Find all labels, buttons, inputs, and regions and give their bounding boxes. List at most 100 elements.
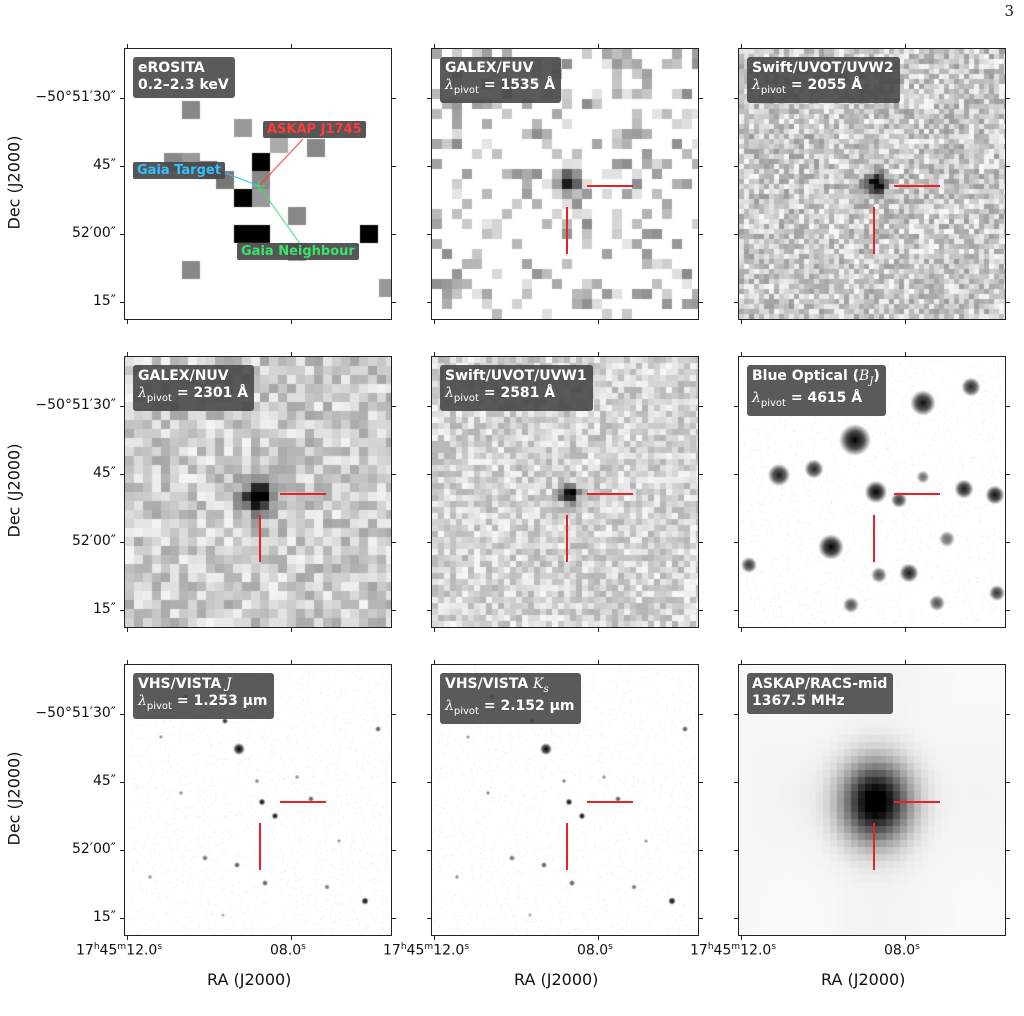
x-tick-mark [291, 660, 292, 664]
image-panel-erosita: eROSITA 0.2–2.3 keV ASKAP J1745 Gaia Target… [124, 48, 392, 320]
panel-label-line1: GALEX/NUV [138, 368, 248, 385]
image-panel-racs-mid: ASKAP/RACS-mid 1367.5 MHz [738, 664, 1006, 936]
label-text: Blue Optical ( [752, 368, 860, 384]
y-tick-mark [699, 610, 703, 611]
y-tick-mark [427, 542, 431, 543]
label-text: = 4615 Å [785, 389, 863, 406]
ra-minutes: 45 [99, 942, 118, 959]
image-panel-uvot-uvw1: Swift/UVOT/UVW1 λpivot = 2581 Å [431, 356, 699, 628]
y-tick-label: 45″ [92, 465, 116, 481]
y-tick-mark [1006, 166, 1010, 167]
x-tick-label: 08.0s [270, 942, 306, 959]
y-tick-mark [427, 782, 431, 783]
panel-overlay [566, 185, 633, 254]
y-tick-mark [427, 234, 431, 235]
panel-overlay [259, 801, 326, 870]
panel-label-line1: Blue Optical (BJ) [752, 368, 880, 390]
y-tick-mark [734, 850, 738, 851]
y-tick-mark [392, 98, 396, 99]
ra-unit: s [771, 942, 777, 952]
y-tick-mark [392, 850, 396, 851]
y-tick-mark [1006, 474, 1010, 475]
y-tick-mark [1006, 542, 1010, 543]
image-panel-galex-fuv: GALEX/FUV λpivot = 1535 Å [431, 48, 699, 320]
ra-hours: 17 [383, 942, 401, 959]
y-tick-mark [120, 406, 124, 407]
gaia-target-pointer-line [224, 172, 260, 187]
image-panel-uvot-uvw2: Swift/UVOT/UVW2 λpivot = 2055 Å [738, 48, 1006, 320]
y-tick-mark [734, 98, 738, 99]
image-panel-vista-ks: VHS/VISTA Ks λpivot = 2.152 μm [431, 664, 699, 936]
x-tick-mark [127, 936, 128, 940]
panel-label: Swift/UVOT/UVW1 λpivot = 2581 Å [440, 365, 593, 411]
label-text: ASKAP/RACS-mid [752, 676, 888, 692]
y-tick-mark [120, 474, 124, 475]
y-tick-mark [734, 234, 738, 235]
y-tick-mark [392, 542, 396, 543]
ra-unit: s [301, 942, 306, 952]
y-tick-mark [120, 918, 124, 919]
askap-pointer-line [258, 138, 304, 187]
panel-label: Swift/UVOT/UVW2 λpivot = 2055 Å [747, 57, 900, 103]
lambda-symbol: λ [445, 77, 454, 93]
y-tick-mark [734, 166, 738, 167]
panel-label-line1: eROSITA [138, 60, 229, 77]
panel-label-line2: λpivot = 1535 Å [445, 77, 555, 99]
panel-label-line1: Swift/UVOT/UVW2 [752, 60, 894, 77]
lambda-symbol: λ [752, 389, 761, 406]
y-tick-mark [427, 302, 431, 303]
y-tick-mark [699, 98, 703, 99]
x-tick-mark [905, 936, 906, 940]
panel-label-line2: λpivot = 2581 Å [445, 385, 587, 407]
y-tick-mark [120, 714, 124, 715]
label-text: GALEX/NUV [138, 368, 229, 384]
panel-label-line1: VHS/VISTA Ks [445, 676, 575, 698]
y-tick-mark [699, 234, 703, 235]
y-tick-mark [392, 406, 396, 407]
x-tick-mark [598, 352, 599, 356]
ra-unit: s [608, 942, 613, 952]
x-tick-mark [598, 936, 599, 940]
y-tick-mark [392, 782, 396, 783]
y-tick-mark [734, 474, 738, 475]
y-tick-mark [1006, 98, 1010, 99]
x-tick-mark [434, 628, 435, 632]
y-tick-label: 52′00″ [71, 225, 116, 241]
x-tick-mark [598, 320, 599, 324]
y-tick-mark [699, 406, 703, 407]
y-axis-title: Dec (J2000) [4, 135, 24, 230]
label-text: = 2301 Å [171, 385, 249, 401]
y-tick-label: 52′00″ [71, 841, 116, 857]
x-tick-mark [434, 660, 435, 664]
x-tick-mark [291, 628, 292, 632]
y-tick-label: −50°51′30″ [35, 89, 116, 105]
panel-label: Blue Optical (BJ) λpivot = 4615 Å [747, 365, 886, 416]
x-tick-mark [741, 44, 742, 48]
y-tick-mark [427, 714, 431, 715]
y-tick-mark [699, 302, 703, 303]
x-tick-label: 08.0s [577, 942, 613, 959]
pivot-subscript: pivot [146, 700, 172, 712]
x-tick-mark [127, 44, 128, 48]
ra-seconds: 08.0 [577, 942, 609, 959]
band-symbol: BJ [859, 368, 874, 387]
y-tick-mark [392, 610, 396, 611]
y-tick-mark [427, 610, 431, 611]
y-tick-mark [1006, 714, 1010, 715]
ra-unit: h [93, 942, 100, 952]
label-text: = 2055 Å [785, 77, 863, 93]
panel-overlay [224, 138, 304, 246]
panel-overlay [873, 185, 940, 254]
y-tick-mark [699, 166, 703, 167]
y-tick-mark [699, 542, 703, 543]
label-text: VHS/VISTA [445, 676, 534, 692]
y-tick-mark [734, 610, 738, 611]
pivot-subscript: pivot [453, 392, 479, 404]
panel-label: ASKAP/RACS-mid 1367.5 MHz [747, 673, 894, 714]
ra-seconds: 08.0 [270, 942, 302, 959]
ra-unit: h [707, 942, 714, 952]
ra-unit: m [117, 942, 127, 952]
ra-unit: m [424, 942, 434, 952]
label-text: ) [873, 368, 880, 384]
